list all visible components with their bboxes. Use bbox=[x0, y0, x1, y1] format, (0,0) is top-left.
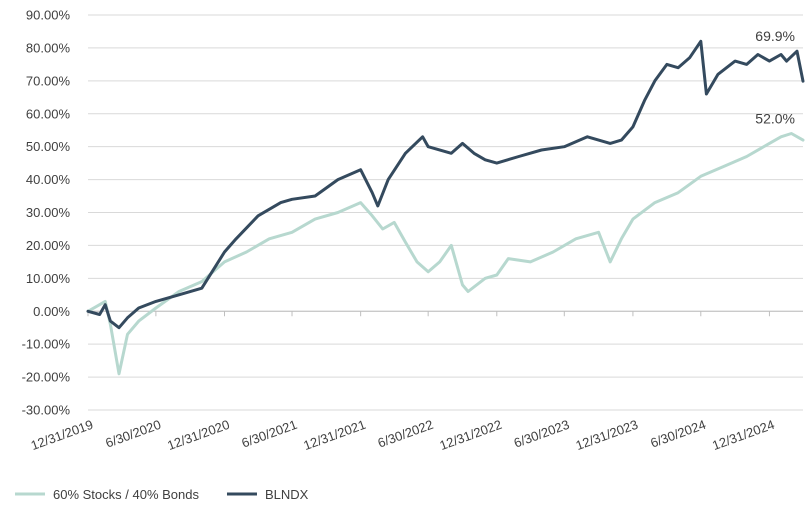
y-tick-label: 10.00% bbox=[26, 271, 71, 286]
x-tick-label: 6/30/2021 bbox=[240, 417, 299, 451]
y-tick-label: 60.00% bbox=[26, 106, 71, 121]
y-tick-label: 0.00% bbox=[33, 304, 70, 319]
x-axis-tick-labels: 12/31/2019 6/30/2020 12/31/2020 6/30/2021 12… bbox=[29, 417, 777, 453]
y-tick-label: 20.00% bbox=[26, 238, 71, 253]
x-tick-label: 12/31/2022 bbox=[438, 417, 504, 453]
legend: 60% Stocks / 40% Bonds BLNDX bbox=[15, 487, 309, 502]
end-label-60-40: 52.0% bbox=[755, 111, 795, 127]
x-tick-label: 12/31/2024 bbox=[710, 417, 776, 453]
end-label-blndx: 69.9% bbox=[755, 28, 795, 44]
y-tick-label: 70.00% bbox=[26, 73, 71, 88]
x-tick-label: 12/31/2021 bbox=[301, 417, 367, 453]
y-tick-label: -20.00% bbox=[22, 370, 71, 385]
x-tick-label: 12/31/2019 bbox=[29, 417, 95, 453]
y-tick-label: 50.00% bbox=[26, 139, 71, 154]
gridlines bbox=[87, 14, 803, 411]
y-tick-label: 80.00% bbox=[26, 40, 71, 55]
x-tick-label: 12/31/2020 bbox=[165, 417, 231, 453]
legend-label: BLNDX bbox=[265, 487, 309, 502]
series-line-60-40 bbox=[86, 132, 805, 376]
x-tick-label: 6/30/2024 bbox=[648, 417, 707, 451]
y-tick-label: 90.00% bbox=[26, 8, 71, 23]
y-tick-label: -30.00% bbox=[22, 403, 71, 418]
x-tick-label: 12/31/2023 bbox=[574, 417, 640, 453]
y-tick-label: -10.00% bbox=[22, 337, 71, 352]
end-value-labels: 52.0% 69.9% bbox=[755, 28, 795, 126]
series-lines bbox=[86, 39, 805, 376]
x-tick-label: 6/30/2020 bbox=[103, 417, 162, 451]
y-axis-tick-labels: 90.00% 80.00% 70.00% 60.00% 50.00% 40.00% 30.0… bbox=[22, 8, 71, 418]
series-line-blndx bbox=[86, 39, 805, 330]
y-tick-label: 30.00% bbox=[26, 205, 71, 220]
x-tick-label: 6/30/2022 bbox=[376, 417, 435, 451]
x-tick-label: 6/30/2023 bbox=[512, 417, 571, 451]
legend-label: 60% Stocks / 40% Bonds bbox=[53, 487, 199, 502]
y-tick-label: 40.00% bbox=[26, 172, 71, 187]
